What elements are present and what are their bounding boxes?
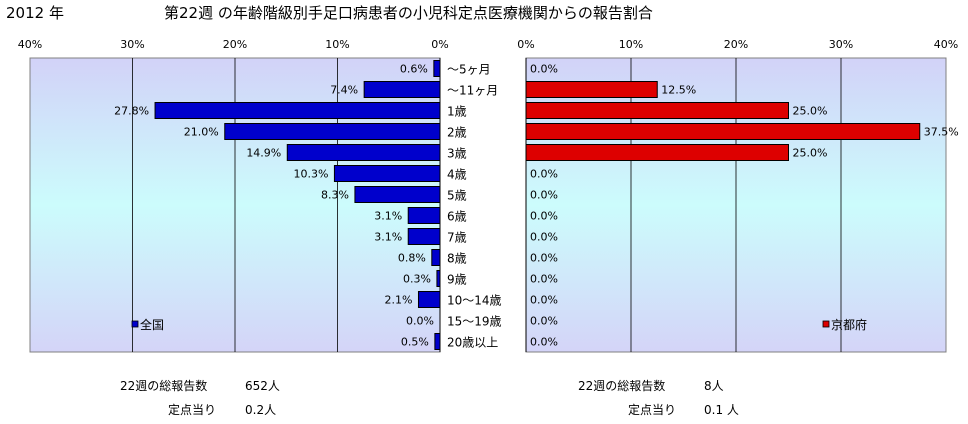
data-label: 27.8% [114,105,149,118]
category-label: 9歳 [447,273,467,287]
bar [154,102,441,119]
data-label: 0.6% [400,63,428,76]
category-label: 5歳 [447,189,467,203]
category-label: 3歳 [447,147,467,161]
data-label: 0.8% [398,252,426,265]
right-per-site-value: 0.1 人 [704,403,739,417]
left-chart-national: 40% 30% 20% 10% 0%0.6% 7.4% 27.8% 21.0% 14.9% 10.… [18,38,449,353]
data-label: 0.0% [530,168,558,181]
category-label: 7歳 [447,231,467,245]
bar [417,291,441,308]
bar [333,165,441,182]
category-label: 10〜14歳 [447,294,502,308]
data-label: 12.5% [661,84,696,97]
data-label: 3.1% [374,210,402,223]
right-per-site-label: 定点当り [628,402,676,417]
data-label: 0.0% [530,336,558,349]
right-total-value: 8人 [704,379,724,393]
data-label: 10.3% [293,168,328,181]
bar [407,207,441,224]
data-label: 0.5% [401,336,429,349]
x-tick-label: 10% [619,38,643,51]
data-label: 0.3% [403,273,431,286]
category-label: 4歳 [447,168,467,182]
data-label: 25.0% [793,147,828,160]
data-label: 25.0% [793,105,828,118]
left-total-label: 22週の総報告数 [120,378,207,393]
legend-label: 京都府 [831,317,867,332]
data-label: 0.0% [530,189,558,202]
x-tick-label: 0% [431,38,448,51]
right-total-label: 22週の総報告数 [578,378,665,393]
category-label: 6歳 [447,210,467,224]
right-chart-kyoto: 0% 10% 20% 30% 40% 0.0% 12.5% 25.0% 37.5% 25.0% 0.… [517,38,959,353]
data-label: 8.3% [321,189,349,202]
legend-swatch [822,320,830,328]
x-tick-label: 40% [934,38,958,51]
legend-swatch [131,320,139,328]
category-label: 2歳 [447,126,467,140]
data-label: 0.0% [530,63,558,76]
category-label: 8歳 [447,252,467,266]
category-label: 1歳 [447,105,467,119]
x-tick-label: 30% [829,38,853,51]
data-label: 37.5% [924,126,959,139]
category-label: 〜5ヶ月 [447,63,491,77]
bar [431,249,441,266]
bar [525,144,789,161]
bar [224,123,441,140]
bar [354,186,441,203]
left-per-site-value: 0.2人 [245,403,276,417]
bar [434,333,441,350]
data-label: 0.0% [530,294,558,307]
bar [436,270,441,287]
data-label: 14.9% [246,147,281,160]
category-label: 〜11ヶ月 [447,84,498,98]
x-tick-label: 0% [517,38,534,51]
x-tick-label: 40% [18,38,42,51]
data-label: 3.1% [374,231,402,244]
data-label: 0.0% [406,315,434,328]
data-label: 0.0% [530,231,558,244]
x-tick-label: 10% [325,38,349,51]
legend-label: 全国 [140,317,164,332]
bar [525,81,658,98]
bar [525,123,921,140]
data-label: 2.1% [385,294,413,307]
category-label: 20歳以上 [447,336,498,350]
left-total-value: 652人 [245,379,280,393]
bar [525,102,789,119]
bar [286,144,441,161]
data-label: 21.0% [184,126,219,139]
bar [433,60,441,77]
category-labels: 〜5ヶ月〜11ヶ月 1歳 2歳 3歳 4歳 5歳 6歳 7歳 8歳 9歳 10〜14歳 15〜19歳 2… [447,63,502,350]
category-label: 15〜19歳 [447,315,502,329]
year-label: 2012 年 [6,4,64,22]
chart-title: 第22週 の年齢階級別手足口病患者の小児科定点医療機関からの報告割合 [164,4,653,22]
data-label: 0.0% [530,315,558,328]
x-tick-label: 30% [120,38,144,51]
data-label: 0.0% [530,252,558,265]
data-label: 7.4% [330,84,358,97]
x-tick-label: 20% [724,38,748,51]
data-label: 0.0% [530,273,558,286]
left-per-site-label: 定点当り [168,402,216,417]
bar [363,81,441,98]
data-label: 0.0% [530,210,558,223]
x-tick-label: 20% [223,38,247,51]
bar [407,228,441,245]
